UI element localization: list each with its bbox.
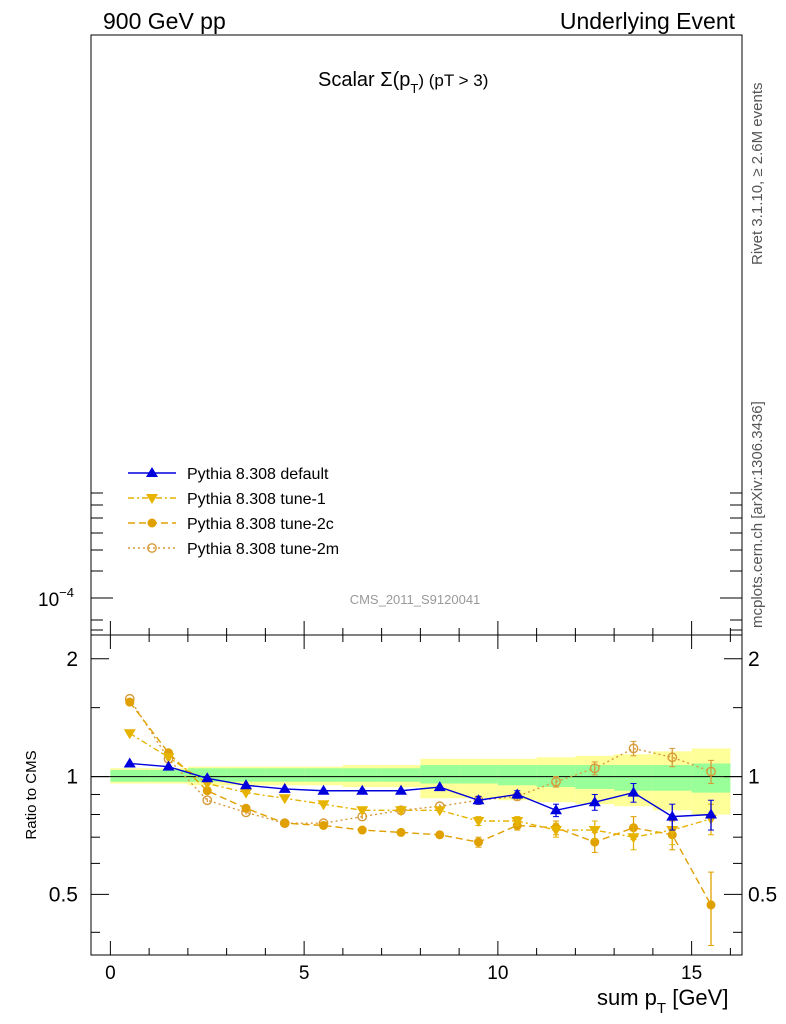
y-axis-title: Ratio to CMS <box>23 750 40 839</box>
data-point <box>588 826 601 837</box>
data-point <box>356 806 369 817</box>
ratio-panel: 0 5 10 15 0.5 0.5 1 1 2 2 <box>49 621 777 984</box>
data-point <box>472 794 485 805</box>
y-tick-label-right: 0.5 <box>748 883 777 906</box>
data-point <box>202 786 212 796</box>
plot-title: Scalar Σ(pT) (pT > 3) <box>318 69 488 96</box>
data-point <box>240 788 252 799</box>
band-inner-bin <box>497 765 537 786</box>
legend-marker <box>147 518 157 528</box>
legend: Pythia 8.308 default Pythia 8.308 tune-1 P… <box>128 466 339 558</box>
x-axis-title: sum pT [GeV] <box>597 985 728 1017</box>
data-point <box>551 776 561 787</box>
data-point <box>278 794 291 805</box>
data-point <box>201 772 214 783</box>
ratio-panel-frame <box>90 634 743 956</box>
data-point <box>162 760 175 771</box>
band-inner-bin <box>381 768 421 782</box>
data-point <box>280 818 290 828</box>
data-point <box>705 808 717 819</box>
y-tick-label-right: 1 <box>748 766 760 789</box>
data-point <box>627 833 640 844</box>
data-point <box>317 784 330 795</box>
legend-label: Pythia 8.308 default <box>187 466 329 483</box>
data-point <box>395 806 407 817</box>
data-point <box>589 763 600 774</box>
legend-label: Pythia 8.308 tune-1 <box>187 491 326 508</box>
reference-label: CMS_2011_S9120041 <box>350 592 481 607</box>
data-point <box>433 806 446 817</box>
data-point <box>511 816 524 827</box>
data-point <box>241 803 251 813</box>
data-point <box>706 766 716 777</box>
data-point <box>317 800 330 811</box>
series-line <box>129 701 712 906</box>
band-inner-bin <box>459 765 498 784</box>
data-point <box>395 784 407 795</box>
series-line <box>129 732 712 838</box>
data-point <box>628 743 639 754</box>
side-label-top: Rivet 3.1.10, ≥ 2.6M events <box>749 83 766 266</box>
y-tick-label: 0.5 <box>49 883 78 906</box>
data-point <box>550 804 562 815</box>
legend-label: Pythia 8.308 tune-2m <box>187 541 339 558</box>
data-point <box>125 697 135 707</box>
legend-marker <box>147 543 157 553</box>
band-inner-bin <box>110 769 150 782</box>
data-point <box>357 825 367 835</box>
data-point <box>706 900 716 910</box>
series-group <box>125 697 716 947</box>
data-point <box>433 781 446 792</box>
data-point <box>666 810 679 821</box>
data-point <box>511 788 524 799</box>
x-tick-label: 0 <box>105 963 116 984</box>
band-inner-bin <box>149 769 188 782</box>
y-tick-label-right: 2 <box>748 648 760 671</box>
band-inner-bin <box>226 768 266 782</box>
band-inner-bin <box>342 768 382 782</box>
main-y-tick-label: 10−4 <box>38 585 74 611</box>
x-tick-label: 10 <box>487 963 508 984</box>
data-point <box>278 782 291 793</box>
data-point <box>627 786 640 797</box>
series-line <box>129 698 712 824</box>
legend-marker <box>146 494 158 504</box>
band-inner-bin <box>652 765 692 791</box>
data-point <box>472 816 485 827</box>
x-tick-label: 15 <box>681 963 702 984</box>
side-label-bottom: mcplots.cern.ch [arXiv:1306.3436] <box>749 401 766 628</box>
main-y-ticks <box>91 492 742 631</box>
data-point <box>550 826 562 837</box>
data-point <box>474 837 483 847</box>
legend-label: Pythia 8.308 tune-2c <box>187 516 334 533</box>
data-point <box>435 830 445 840</box>
data-point <box>202 795 213 806</box>
y-tick-label: 1 <box>66 766 78 789</box>
header-right: Underlying Event <box>560 8 736 34</box>
data-point <box>123 757 136 768</box>
data-point <box>396 827 406 837</box>
data-point <box>123 729 136 740</box>
band-inner-bin <box>304 768 343 782</box>
header-left: 900 GeV pp <box>103 8 226 34</box>
legend-marker <box>146 467 158 477</box>
series-group <box>123 757 717 831</box>
x-tick-label: 5 <box>299 963 310 984</box>
data-point <box>666 826 679 837</box>
data-point <box>162 753 175 764</box>
band-inner-bin <box>420 765 460 784</box>
data-point <box>319 820 328 830</box>
series-line <box>129 762 712 818</box>
data-point <box>240 779 252 790</box>
data-point <box>667 752 678 763</box>
band-inner-bin <box>265 768 305 782</box>
data-point <box>588 796 601 807</box>
data-point <box>356 784 369 795</box>
y-tick-label: 2 <box>66 648 78 671</box>
